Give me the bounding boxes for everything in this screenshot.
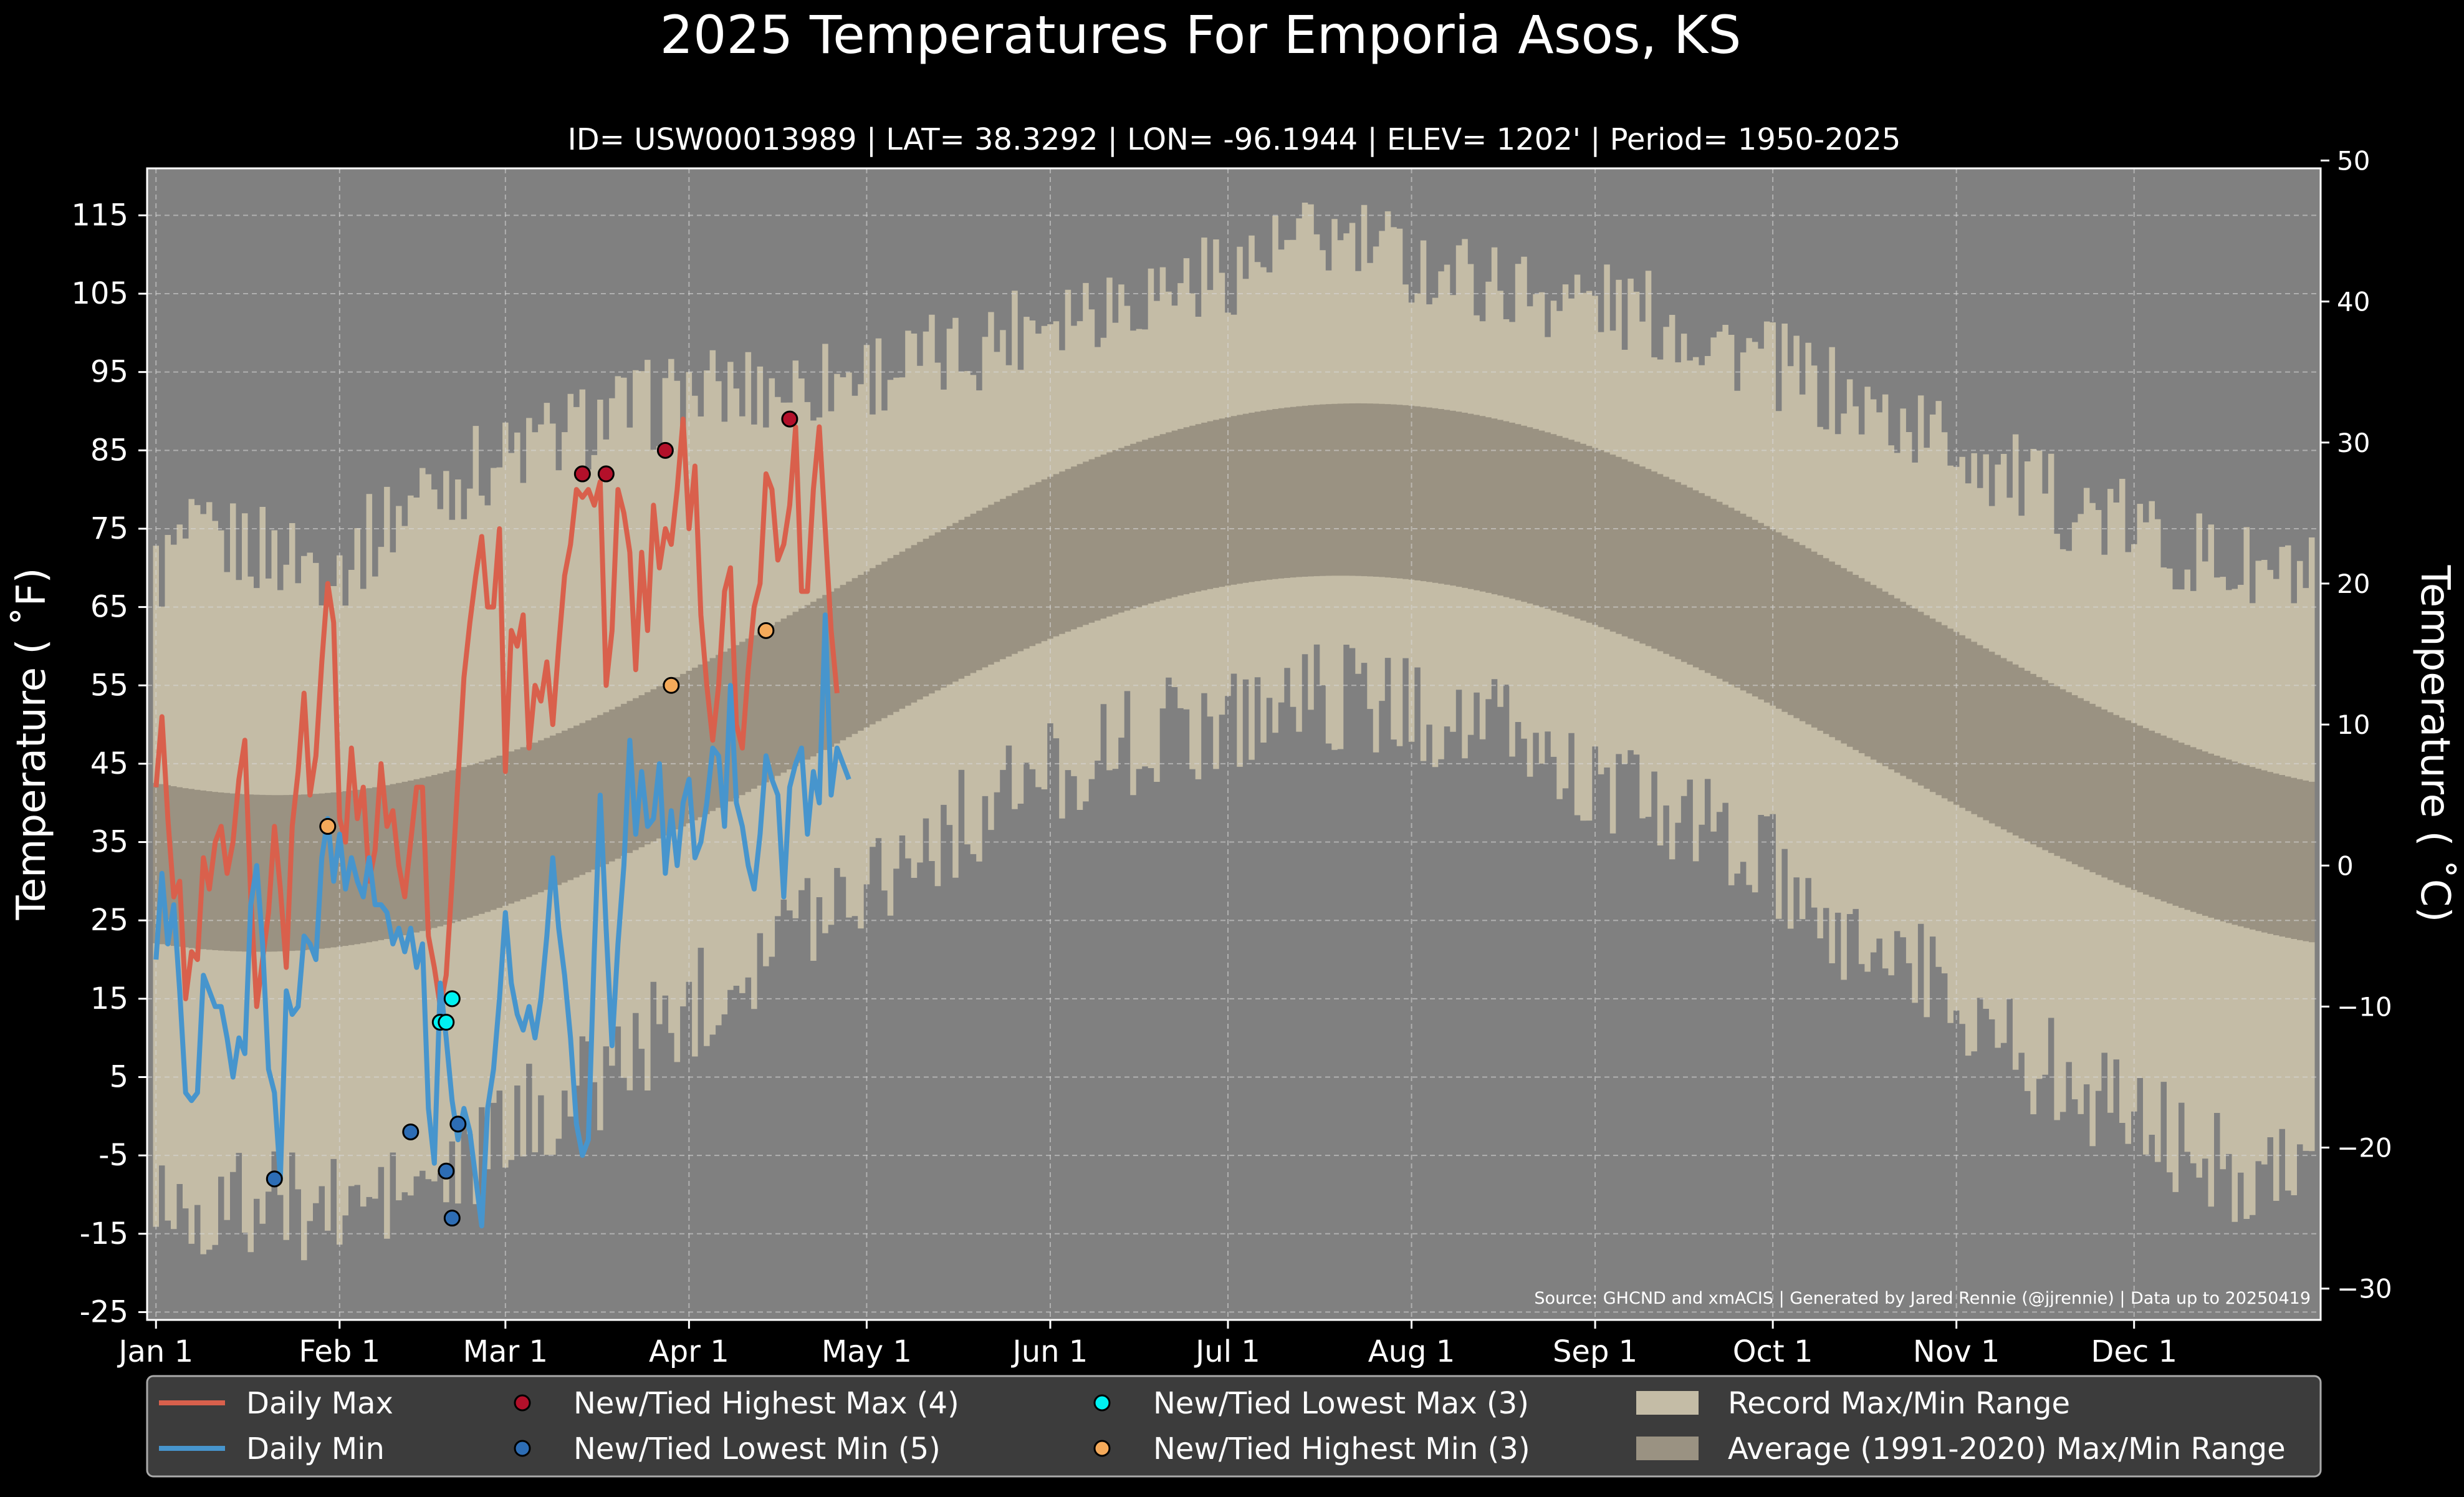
y-tick-label-left: 25 xyxy=(90,903,128,938)
y-tick-label-left: 5 xyxy=(109,1059,128,1094)
marker-new-lowest-min xyxy=(449,1115,467,1133)
legend-dot-icon xyxy=(1093,1394,1111,1412)
legend-label: Average (1991-2020) Max/Min Range xyxy=(1728,1432,2286,1466)
y-tick-label-left: 95 xyxy=(90,355,128,390)
y-tick-label-left: 115 xyxy=(71,198,128,233)
legend-label: New/Tied Highest Max (4) xyxy=(573,1386,959,1421)
y-tick-label-left: -5 xyxy=(98,1138,128,1173)
legend-dot-icon xyxy=(514,1440,531,1457)
x-tick-label: Sep 1 xyxy=(1553,1334,1637,1369)
x-axis: Jan 1 Feb 1 Mar 1 Apr 1 May 1 Jun 1 Jul 1 Aug 1… xyxy=(117,1320,2177,1369)
legend-label: New/Tied Lowest Min (5) xyxy=(573,1432,941,1466)
legend-box xyxy=(146,1375,2322,1478)
marker-new-lowest-min xyxy=(402,1123,419,1140)
legend-patch-icon xyxy=(1636,1391,1699,1415)
x-tick-label: May 1 xyxy=(822,1334,912,1369)
legend-label: Record Max/Min Range xyxy=(1728,1386,2070,1421)
marker-new-lowest-max xyxy=(443,990,461,1008)
marker-new-highest-min xyxy=(663,676,680,694)
x-tick-label: Feb 1 xyxy=(299,1334,380,1369)
x-tick-label: Apr 1 xyxy=(649,1334,729,1369)
y-tick-label-left: 65 xyxy=(90,590,128,625)
legend-dot-icon xyxy=(1093,1440,1111,1457)
y-tick-label-left: -15 xyxy=(80,1216,128,1251)
legend-label: Daily Min xyxy=(246,1432,385,1466)
y-tick-label-left: 75 xyxy=(90,511,128,546)
legend-label: New/Tied Highest Min (3) xyxy=(1153,1432,1530,1466)
marker-new-lowest-min xyxy=(266,1170,283,1188)
y-tick-label-left: 55 xyxy=(90,668,128,703)
y-tick-label-right: 10 xyxy=(2337,710,2370,740)
y-tick-label-left: 35 xyxy=(90,825,128,860)
y-axis-label-left: Temperature ( ˚F) xyxy=(9,568,55,921)
marker-new-highest-max xyxy=(597,465,615,483)
x-tick-label: Mar 1 xyxy=(463,1334,548,1369)
x-tick-label: Aug 1 xyxy=(1368,1334,1455,1369)
y-tick-label-right: −30 xyxy=(2337,1274,2392,1304)
chart-title: 2025 Temperatures For Emporia Asos, KS xyxy=(660,4,1742,65)
legend-label: New/Tied Lowest Max (3) xyxy=(1153,1386,1529,1421)
x-tick-label: Jun 1 xyxy=(1011,1334,1088,1369)
marker-new-highest-max xyxy=(656,441,674,459)
y-tick-label-right: 40 xyxy=(2337,287,2370,317)
y-tick-label-left: 105 xyxy=(71,276,128,311)
y-axis-label-right: Temperature ( ˚C) xyxy=(2412,565,2458,923)
x-tick-label: Nov 1 xyxy=(1913,1334,2000,1369)
source-note: Source: GHCND and xmACIS | Generated by … xyxy=(1534,1289,2311,1308)
marker-new-lowest-min xyxy=(438,1162,455,1180)
y-tick-label-right: 50 xyxy=(2337,145,2370,176)
x-tick-label: Dec 1 xyxy=(2091,1334,2177,1369)
legend-patch-icon xyxy=(1636,1437,1699,1460)
daily-max-line xyxy=(153,416,840,1009)
chart-subtitle: ID= USW00013989 | LAT= 38.3292 | LON= -9… xyxy=(568,122,1901,157)
x-tick-label: Jul 1 xyxy=(1194,1334,1260,1369)
legend-label: Daily Max xyxy=(246,1386,393,1421)
y-tick-label-left: -25 xyxy=(80,1294,128,1329)
y-tick-label-right: −20 xyxy=(2337,1133,2392,1163)
y-tick-label-right: −10 xyxy=(2337,991,2392,1022)
axes-frame xyxy=(146,167,2322,1321)
legend-dot-icon xyxy=(514,1394,531,1412)
legend-items: Daily Max Daily Min New/Tied Highest Max (… xyxy=(159,1386,2286,1466)
marker-new-highest-max xyxy=(781,410,798,428)
x-tick-label: Jan 1 xyxy=(117,1334,193,1369)
y-axis-left: -25 -15 -5 5 15 25 35 45 55 65 75 85 95 105 115 xyxy=(71,198,147,1329)
x-tick-label: Oct 1 xyxy=(1733,1334,1813,1369)
y-tick-label-left: 15 xyxy=(90,981,128,1016)
y-tick-label-right: 0 xyxy=(2337,850,2354,881)
plot-area: Source: GHCND and xmACIS | Generated by … xyxy=(146,167,2322,1321)
y-tick-label-right: 30 xyxy=(2337,428,2370,458)
y-tick-label-left: 85 xyxy=(90,433,128,468)
legend: Daily Max Daily Min New/Tied Highest Max (… xyxy=(146,1375,2322,1478)
marker-new-highest-max xyxy=(573,465,591,483)
marker-new-highest-min xyxy=(757,622,775,639)
marker-new-highest-min xyxy=(319,817,337,835)
y-tick-label-left: 45 xyxy=(90,746,128,781)
daily-min-line xyxy=(153,612,851,1229)
marker-new-lowest-max xyxy=(438,1014,455,1031)
y-tick-label-right: 20 xyxy=(2337,569,2370,599)
marker-new-lowest-min xyxy=(443,1210,461,1227)
record-markers xyxy=(266,410,798,1227)
y-axis-right: −30 −20 −10 0 10 20 30 40 50 xyxy=(2321,145,2392,1304)
